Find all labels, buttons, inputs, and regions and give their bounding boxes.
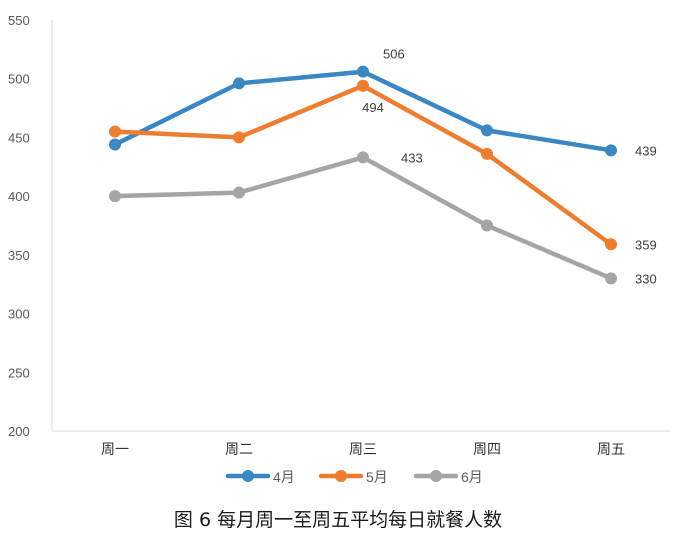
data-label: 494 <box>362 100 384 115</box>
legend-marker <box>242 470 254 482</box>
legend-marker <box>335 470 347 482</box>
data-point <box>109 125 121 138</box>
legend-label: 4月 <box>273 469 295 485</box>
y-tick-label: 450 <box>8 130 30 145</box>
data-point <box>233 131 245 144</box>
series-line-6月 <box>112 155 614 281</box>
chart-tick-labels: 200 250 300 350 400 450 500 550 周一 周二 周三 周四 周五 <box>8 13 625 457</box>
x-tick-label: 周五 <box>597 441 625 457</box>
y-tick-label: 500 <box>8 72 30 87</box>
chart-data-labels: 506 439 494 359 433 330 <box>362 47 657 287</box>
data-point <box>481 124 493 137</box>
y-tick-label: 300 <box>8 307 30 322</box>
chart-axes <box>51 20 670 432</box>
data-point <box>109 190 121 203</box>
data-point <box>109 138 121 151</box>
data-point <box>357 151 369 164</box>
data-point <box>481 219 493 232</box>
data-point <box>233 186 245 199</box>
data-label: 506 <box>383 47 405 62</box>
y-tick-label: 400 <box>8 189 30 204</box>
data-point <box>605 144 617 157</box>
data-label: 433 <box>401 150 423 165</box>
figure-caption: 图 6 每月周一至周五平均每日就餐人数 <box>173 509 503 531</box>
data-point <box>233 77 245 90</box>
data-point <box>605 238 617 251</box>
y-tick-label: 550 <box>8 13 30 28</box>
data-point <box>357 79 369 92</box>
data-label: 439 <box>635 143 657 158</box>
data-label: 330 <box>635 271 657 286</box>
data-point <box>605 272 617 285</box>
x-tick-label: 周二 <box>225 441 253 457</box>
data-label: 359 <box>635 237 657 252</box>
data-point <box>481 147 493 160</box>
y-tick-label: 200 <box>8 424 30 439</box>
x-tick-label: 周四 <box>473 441 501 457</box>
y-tick-label: 350 <box>8 248 30 263</box>
x-tick-label: 周一 <box>101 441 129 457</box>
chart-data-points <box>109 65 617 285</box>
data-point <box>357 65 369 78</box>
legend-label: 6月 <box>461 469 483 485</box>
legend-label: 5月 <box>366 469 388 485</box>
y-tick-label: 250 <box>8 365 30 380</box>
chart-legend: 4月 5月 6月 <box>225 469 483 485</box>
legend-marker <box>430 470 442 482</box>
x-tick-label: 周三 <box>349 441 377 457</box>
